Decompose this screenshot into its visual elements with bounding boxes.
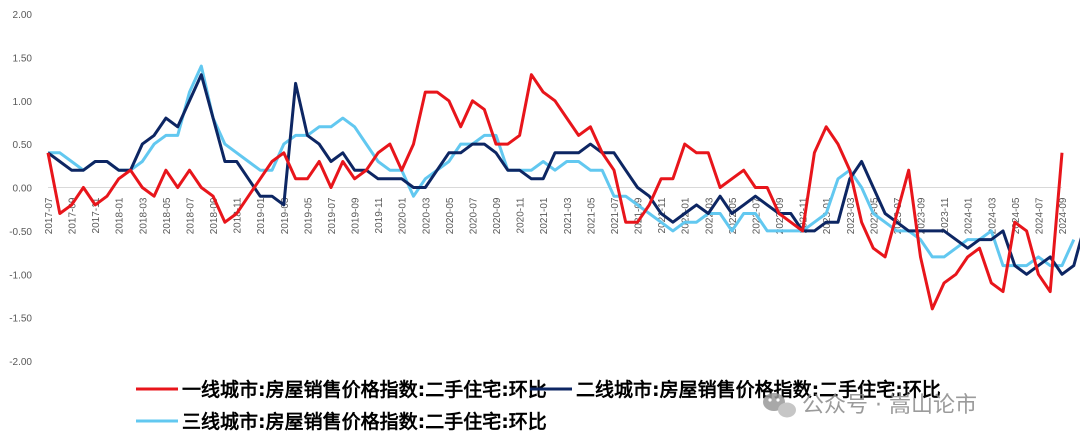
y-tick-label: -2.00 bbox=[9, 357, 32, 368]
x-tick-label: 2024-05 bbox=[1011, 197, 1022, 234]
y-tick-label: 0.50 bbox=[13, 140, 33, 151]
x-tick-label: 2018-07 bbox=[185, 197, 196, 234]
x-tick-label: 2019-01 bbox=[256, 197, 267, 234]
series-lines bbox=[46, 64, 1080, 311]
wechat-icon bbox=[763, 393, 796, 418]
x-tick-label: 2017-09 bbox=[68, 197, 79, 234]
y-tick-label: 2.00 bbox=[13, 10, 33, 21]
x-tick-label: 2021-07 bbox=[610, 197, 621, 234]
x-tick-label: 2018-05 bbox=[162, 197, 173, 234]
series-line-tier3 bbox=[48, 64, 1076, 268]
legend-item-tier2: 二线城市:房屋销售价格指数:二手住宅:环比 bbox=[530, 378, 941, 401]
x-tick-label: 2018-01 bbox=[115, 197, 126, 234]
legend-item-tier1: 一线城市:房屋销售价格指数:二手住宅:环比 bbox=[136, 378, 547, 401]
x-tick-label: 2021-03 bbox=[563, 197, 574, 234]
legend-label-tier1: 一线城市:房屋销售价格指数:二手住宅:环比 bbox=[182, 378, 547, 401]
y-tick-label: -0.50 bbox=[9, 227, 32, 238]
x-tick-label: 2019-11 bbox=[374, 197, 385, 233]
x-tick-label: 2019-05 bbox=[303, 197, 314, 234]
x-tick-label: 2021-09 bbox=[634, 197, 645, 234]
x-tick-label: 2022-01 bbox=[681, 197, 692, 234]
x-tick-label: 2020-11 bbox=[516, 197, 527, 233]
x-tick-label: 2023-01 bbox=[822, 197, 833, 234]
x-tick-label: 2020-01 bbox=[398, 197, 409, 234]
x-tick-label: 2024-01 bbox=[964, 197, 975, 234]
x-tick-label: 2017-07 bbox=[44, 197, 55, 234]
x-tick-label: 2024-03 bbox=[987, 197, 998, 234]
x-tick-label: 2023-03 bbox=[846, 197, 857, 234]
x-tick-label: 2020-09 bbox=[492, 197, 503, 234]
x-tick-label: 2019-09 bbox=[351, 197, 362, 234]
x-tick-label: 2023-07 bbox=[893, 197, 904, 234]
x-tick-label: 2017-11 bbox=[91, 197, 102, 233]
x-tick-label: 2021-05 bbox=[586, 197, 597, 234]
legend-label-tier3: 三线城市:房屋销售价格指数:二手住宅:环比 bbox=[182, 410, 547, 433]
x-tick-label: 2024-09 bbox=[1058, 197, 1069, 234]
x-tick-label: 2024-07 bbox=[1034, 197, 1045, 234]
x-tick-label: 2022-03 bbox=[704, 197, 715, 234]
x-tick-label: 2021-01 bbox=[539, 197, 550, 234]
x-tick-label: 2020-07 bbox=[468, 197, 479, 234]
y-tick-label: 0.00 bbox=[13, 184, 33, 195]
x-tick-label: 2022-05 bbox=[728, 197, 739, 234]
x-tick-label: 2023-09 bbox=[917, 197, 928, 234]
series-line-tier2 bbox=[47, 73, 1080, 276]
x-tick-label: 2020-03 bbox=[421, 197, 432, 234]
y-tick-label: -1.00 bbox=[9, 270, 32, 281]
x-tick-label: 2018-11 bbox=[233, 197, 244, 233]
series-line-tier1 bbox=[46, 73, 1064, 311]
x-tick-label: 2020-05 bbox=[445, 197, 456, 234]
y-tick-label: 1.50 bbox=[13, 53, 33, 64]
x-tick-label: 2023-11 bbox=[940, 197, 951, 233]
x-tick-label: 2018-09 bbox=[209, 197, 220, 234]
y-tick-label: -1.50 bbox=[9, 314, 32, 325]
watermark: 公众号 · 嵩山论市 bbox=[763, 393, 977, 418]
x-tick-label: 2019-03 bbox=[280, 197, 291, 234]
watermark-text: 公众号 · 嵩山论市 bbox=[802, 393, 977, 418]
y-tick-label: 1.00 bbox=[13, 97, 33, 108]
x-tick-label: 2019-07 bbox=[327, 197, 338, 234]
legend-item-tier3: 三线城市:房屋销售价格指数:二手住宅:环比 bbox=[136, 410, 547, 433]
legend: 一线城市:房屋销售价格指数:二手住宅:环比 二线城市:房屋销售价格指数:二手住宅… bbox=[136, 378, 941, 433]
y-axis-ticks: 2.00 1.50 1.00 0.50 0.00 -0.50 -1.00 -1.50 -2.00 bbox=[9, 10, 32, 368]
legend-label-tier2: 二线城市:房屋销售价格指数:二手住宅:环比 bbox=[576, 378, 941, 401]
x-tick-label: 2018-03 bbox=[138, 197, 149, 234]
